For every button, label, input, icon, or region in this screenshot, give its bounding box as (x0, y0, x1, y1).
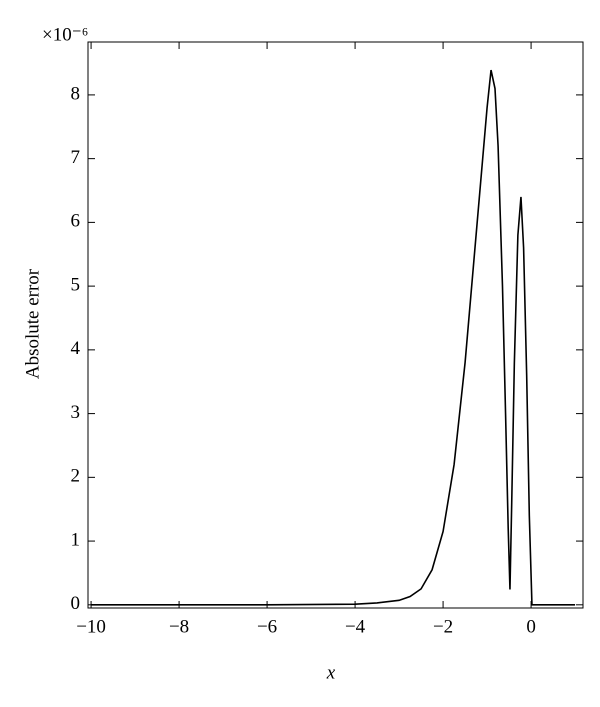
y-tick-label: 6 (71, 211, 81, 232)
x-axis-label: x (326, 662, 336, 683)
y-tick-label: 5 (71, 274, 81, 295)
y-tick-label: 1 (71, 529, 81, 550)
x-tick-label: 0 (526, 616, 536, 637)
y-tick-label: 3 (71, 402, 81, 423)
x-tick-label: −8 (169, 616, 189, 637)
multiplier: ×10⁻⁶ (42, 24, 88, 45)
y-tick-label: 0 (71, 593, 81, 614)
y-tick-label: 7 (71, 147, 81, 168)
y-axis-label: Absolute error (22, 268, 43, 379)
y-tick-label: 2 (71, 466, 81, 487)
data-line (91, 69, 576, 606)
y-tick-label: 8 (71, 83, 81, 104)
x-tick-label: −6 (257, 616, 277, 637)
plot-frame (87, 41, 584, 609)
y-tick-label: 4 (71, 338, 81, 359)
x-tick-label: −2 (433, 616, 453, 637)
x-tick-label: −10 (76, 616, 106, 637)
x-tick-label: −4 (345, 616, 366, 637)
